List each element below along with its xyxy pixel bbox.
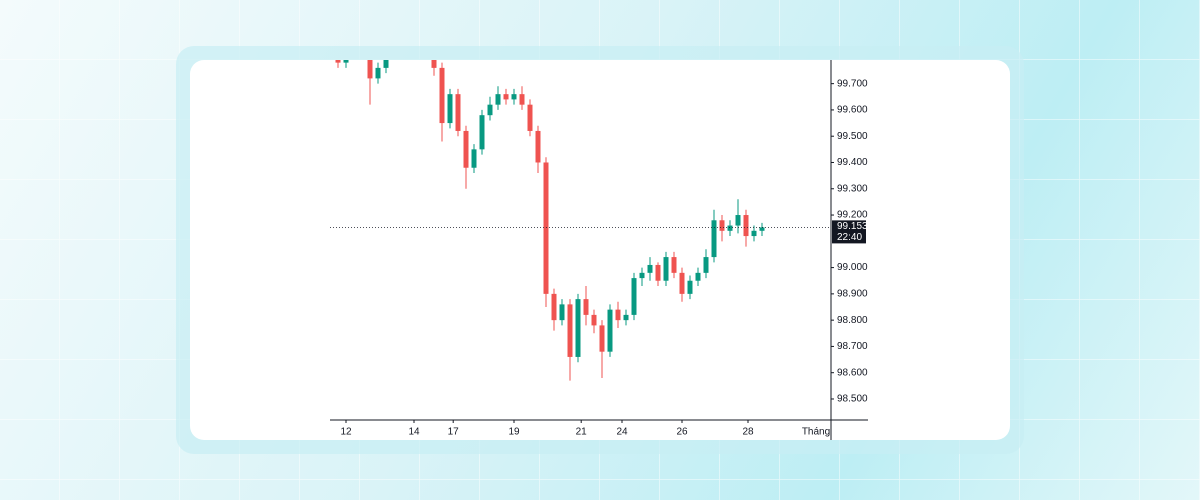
candle-body xyxy=(727,225,733,231)
candle-body xyxy=(695,272,701,281)
x-tick-label: 28 xyxy=(742,427,754,438)
last-time-label: 22:40 xyxy=(837,232,862,243)
candle-body xyxy=(567,304,573,357)
last-price-box xyxy=(832,220,866,244)
candle-body xyxy=(623,314,629,321)
candle-body xyxy=(663,257,669,281)
candle-body xyxy=(463,130,469,168)
x-tick-label: 19 xyxy=(508,427,520,438)
candle-body xyxy=(495,94,501,105)
candle-body xyxy=(487,104,493,116)
candle-body xyxy=(511,94,517,100)
last-price-label: 99.153 xyxy=(837,221,868,232)
candle-body xyxy=(535,130,541,163)
candle-body xyxy=(383,60,389,68)
candle-body xyxy=(455,94,461,131)
y-tick-label: 98.800 xyxy=(837,315,868,326)
candle-body xyxy=(431,60,437,68)
card xyxy=(190,60,1010,440)
y-tick-label: 98.600 xyxy=(837,367,868,378)
candle-body xyxy=(703,257,709,273)
candle-body xyxy=(439,67,445,124)
candle-body xyxy=(743,215,749,237)
y-tick-label: 99.500 xyxy=(837,131,868,142)
y-tick-label: 99.300 xyxy=(837,183,868,194)
candle-body xyxy=(631,278,637,315)
candle-body xyxy=(527,104,533,131)
x-tick-label: 17 xyxy=(448,427,460,438)
candle-body xyxy=(551,293,557,321)
candle-body xyxy=(343,60,349,63)
x-tick-label: 14 xyxy=(408,427,420,438)
candle-body xyxy=(583,299,589,315)
candle-body xyxy=(335,60,341,63)
candle-body xyxy=(615,309,621,321)
candle-body xyxy=(679,272,685,294)
candle-body xyxy=(671,257,677,273)
y-tick-label: 98.900 xyxy=(837,289,868,300)
candle-body xyxy=(655,264,661,281)
candle-body xyxy=(639,272,645,279)
y-tick-label: 98.500 xyxy=(837,394,868,405)
candle-body xyxy=(447,94,453,124)
candle-body xyxy=(591,314,597,326)
candle-body xyxy=(543,162,549,294)
candle-body xyxy=(687,280,693,294)
x-tick-label: 24 xyxy=(616,427,628,438)
x-tick-label: 21 xyxy=(576,427,588,438)
candle-body xyxy=(519,94,525,105)
x-tick-label: 26 xyxy=(676,427,688,438)
y-tick-label: 99.000 xyxy=(837,262,868,273)
candle-body xyxy=(375,67,381,79)
y-tick-label: 99.400 xyxy=(837,157,868,168)
y-tick-label: 99.200 xyxy=(837,210,868,221)
candle-body xyxy=(647,264,653,273)
candle-body xyxy=(607,309,613,352)
candle-body xyxy=(559,304,565,321)
y-tick-label: 98.700 xyxy=(837,341,868,352)
candle-body xyxy=(751,230,757,237)
candle-body xyxy=(719,220,725,231)
candle-body xyxy=(471,149,477,168)
range-button[interactable]: Tháng xyxy=(802,427,830,438)
candle-body xyxy=(367,60,373,79)
y-tick-label: 99.700 xyxy=(837,78,868,89)
candle-body xyxy=(735,215,741,226)
x-tick-label: 12 xyxy=(340,427,352,438)
candle-body xyxy=(479,115,485,150)
y-tick-label: 99.600 xyxy=(837,105,868,116)
candle-body xyxy=(599,325,605,352)
plot-area xyxy=(335,60,765,381)
candle-body xyxy=(575,299,581,357)
candle-body xyxy=(503,94,509,100)
candle-body xyxy=(711,220,717,258)
candle-body xyxy=(759,227,765,231)
